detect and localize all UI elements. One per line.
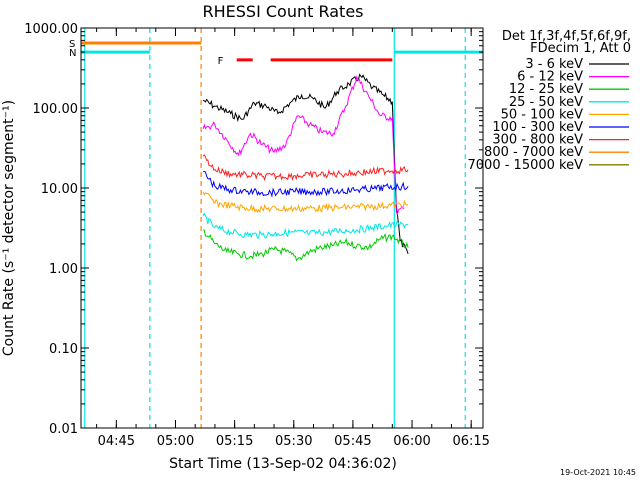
x-tick-label: 05:00 xyxy=(157,434,194,449)
plot-frame xyxy=(80,27,484,429)
footer-date: 19-Oct-2021 10:45 xyxy=(560,468,636,477)
x-tick-label: 04:45 xyxy=(98,434,135,449)
x-tick-label: 05:15 xyxy=(216,434,253,449)
legend-label: 3 - 6 keV xyxy=(525,57,583,72)
y-tick-label: 0.10 xyxy=(49,342,78,357)
x-axis-label: Start Time (13-Sep-02 04:36:02) xyxy=(169,456,397,472)
legend-label: 100 - 300 keV xyxy=(492,120,583,135)
series-line xyxy=(202,154,409,182)
y-tick-label: 100.00 xyxy=(33,102,79,117)
series-line xyxy=(202,75,405,216)
y-axis-label: Count Rate (s⁻¹ detector segment⁻¹) xyxy=(1,100,17,356)
y-tick-label: 1.00 xyxy=(49,262,78,277)
legend-header-line-2: FDecim 1, Att 0 xyxy=(530,41,631,56)
series-line xyxy=(202,212,409,239)
y-tick-label: 1000.00 xyxy=(24,22,78,37)
legend-label: 300 - 800 keV xyxy=(492,133,583,148)
legend: Det 1f,3f,4f,5f,6f,9f, FDecim 1, Att 0 3… xyxy=(468,29,631,173)
x-axis: 04:45 05:00 05:15 05:30 05:45 06:00 06:15 xyxy=(96,28,490,449)
flag-label: N xyxy=(69,48,76,59)
series-line xyxy=(202,73,409,255)
x-tick-label: 05:45 xyxy=(334,434,371,449)
y-tick-label: 10.00 xyxy=(41,182,78,197)
legend-label: 12 - 25 keV xyxy=(509,82,583,97)
legend-label: 800 - 7000 keV xyxy=(484,145,583,160)
attenuator-flags: SN F xyxy=(69,39,483,67)
series-line xyxy=(202,170,409,198)
series-line xyxy=(202,191,409,213)
y-tick-label: 0.01 xyxy=(49,422,78,437)
x-tick-label: 06:00 xyxy=(393,434,430,449)
legend-label: 25 - 50 keV xyxy=(509,95,583,110)
y-axis: 0.01 0.10 1.00 10.00 100.00 1000.00 xyxy=(24,22,483,437)
flag-label: F xyxy=(218,56,224,67)
flag-label: S xyxy=(69,39,75,50)
legend-label: 50 - 100 keV xyxy=(501,107,584,122)
data-series xyxy=(202,73,409,262)
legend-label: 7000 - 15000 keV xyxy=(468,158,584,173)
legend-label: 6 - 12 keV xyxy=(517,70,583,85)
x-tick-label: 05:30 xyxy=(275,434,312,449)
series-line xyxy=(202,229,409,262)
x-tick-label: 06:15 xyxy=(452,434,489,449)
chart-title: RHESSI Count Rates xyxy=(203,2,364,21)
legend-header-line-1: Det 1f,3f,4f,5f,6f,9f, xyxy=(502,29,631,44)
